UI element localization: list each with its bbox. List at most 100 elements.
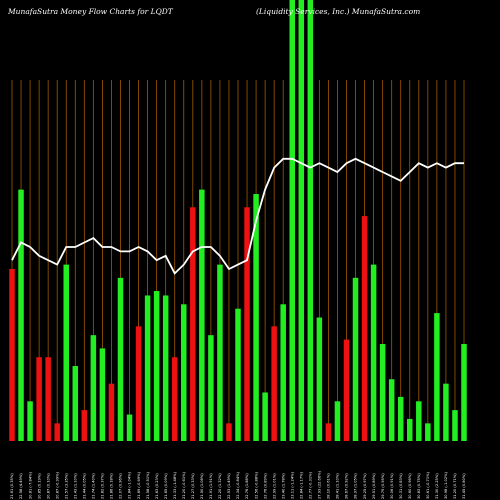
bar (144, 295, 151, 441)
x-tick-label: 22.53 (1.49%) (227, 473, 231, 499)
chart-title-left: MunafaSutra Money Flow Charts for LQDT (7, 7, 174, 16)
x-tick-label: 30.60 (0.96%) (408, 473, 412, 499)
bar (45, 357, 51, 441)
chart-title-right: (Liquidity Services, Inc.) MunafaSutra.c… (256, 7, 420, 16)
bar (54, 423, 60, 441)
x-tick-label: 21.91 (1.91%) (209, 473, 213, 499)
x-tick-label: 22.34 (-0.84%) (236, 471, 240, 499)
x-tick-label: 22.99 (1.01%) (272, 473, 276, 499)
x-tick-label: 30.98 (-1.02%) (444, 471, 448, 499)
x-tick-label: 27.93 (22.66%) (318, 470, 322, 499)
x-tick-label: 21.20 (-0.61%) (182, 471, 186, 499)
bar (108, 383, 115, 441)
bar (90, 335, 97, 441)
x-tick-label: 21.86 (0.18%) (110, 473, 114, 499)
x-tick-label: 20.85 (0.19%) (37, 473, 41, 499)
line-series (11, 157, 464, 275)
bar (334, 401, 341, 441)
x-tick-label: 20.81 (-7.84%) (28, 471, 32, 499)
bar (117, 277, 124, 441)
x-tick-label: 21.74 (1.40%) (92, 473, 96, 499)
x-tick-label: 31.30 (2.25%) (435, 473, 439, 499)
bar (370, 264, 377, 441)
x-tick-label: 22.76 (0.89%) (263, 473, 267, 499)
x-tick-label: 22.07 (0.96%) (119, 473, 123, 499)
bar (199, 189, 205, 441)
x-tick-label: 22.76 (1.88%) (245, 473, 249, 499)
bar (352, 277, 359, 441)
bar (171, 357, 178, 441)
x-tick-labels: 21.61 (0.35%) 22.58 (4.49%) 20.81 (-7.84%)… (10, 470, 466, 499)
bar (63, 264, 69, 441)
bar (452, 410, 458, 441)
bar (461, 343, 467, 441)
bar (388, 379, 395, 441)
bar (434, 313, 440, 441)
bar (289, 0, 295, 441)
bar (235, 308, 241, 441)
bar (416, 401, 422, 441)
bar (99, 348, 106, 441)
x-tick-label: 20.87 (0.10%) (46, 473, 50, 499)
x-tick-label: 29.51 (0.89%) (372, 473, 376, 499)
x-tick-label: 28.41 (1.10%) (336, 473, 340, 499)
bar (407, 418, 413, 441)
x-tick-label: 22.20 (1.32%) (218, 473, 222, 499)
bar (443, 383, 449, 441)
bar (126, 414, 133, 441)
x-tick-label: 30.31 (0.83%) (399, 473, 403, 499)
bar (181, 304, 187, 441)
bar (81, 410, 88, 441)
x-tick-label: 21.57 (3.35%) (64, 473, 68, 499)
bar (307, 0, 314, 441)
bar (226, 423, 232, 441)
x-tick-label: 23.40 (1.78%) (281, 473, 285, 499)
bar (153, 291, 160, 441)
x-tick-label: 21.43 (1.10%) (74, 473, 78, 499)
bar (27, 401, 33, 441)
bar-series (9, 0, 467, 441)
x-tick-label: 21.65 (0.09%) (164, 473, 168, 499)
x-tick-label: 30.83 (0.75%) (417, 473, 421, 499)
bar (244, 207, 250, 441)
x-tick-label: 31.20 (0.71%) (453, 473, 457, 499)
bar (280, 304, 286, 441)
bar (425, 423, 431, 441)
bar (18, 189, 24, 441)
x-tick-label: 29.79 (0.95%) (381, 473, 385, 499)
bar (361, 216, 368, 441)
x-tick-label: 30.06 (0.91%) (390, 473, 394, 499)
x-tick-label: 22.58 (4.49%) (19, 473, 23, 499)
x-tick-label: 21.69 (-0.69%) (137, 471, 141, 499)
bar (217, 264, 223, 441)
x-tick-label: 29.25 (0.97%) (363, 473, 367, 499)
bar (316, 317, 323, 441)
bar (208, 335, 214, 441)
bar (36, 357, 42, 441)
x-tick-label: 21.27 (0.33%) (191, 473, 195, 499)
bar (253, 194, 259, 441)
x-tick-label: 21.50 (1.08%) (200, 473, 204, 499)
x-tick-label: 21.82 (0.37%) (101, 473, 105, 499)
bar (298, 0, 305, 441)
bar (325, 423, 332, 441)
bar (9, 269, 15, 441)
x-tick-label: 22.56 (-0.88%) (254, 471, 258, 499)
x-tick-label: 21.33 (-1.48%) (173, 471, 177, 499)
bar (72, 366, 79, 441)
x-tick-label: 21.44 (0.05%) (83, 473, 87, 499)
x-tick-label: 28.67 (0.92%) (345, 473, 349, 499)
bar (135, 326, 142, 441)
x-tick-label: 28.97 (1.05%) (354, 473, 358, 499)
bar (271, 326, 277, 441)
bar (397, 396, 404, 441)
x-tick-label: 30.61 (-0.71%) (426, 471, 430, 499)
bar (379, 343, 386, 441)
bar (162, 295, 169, 441)
x-tick-label: 22.77 (-0.31%) (309, 471, 313, 499)
line-path (11, 157, 464, 275)
x-tick-label: 21.61 (0.35%) (10, 473, 14, 499)
x-tick-label: 21.63 (0.23%) (155, 473, 159, 499)
x-tick-label: 22.84 (-1.17%) (300, 471, 304, 499)
